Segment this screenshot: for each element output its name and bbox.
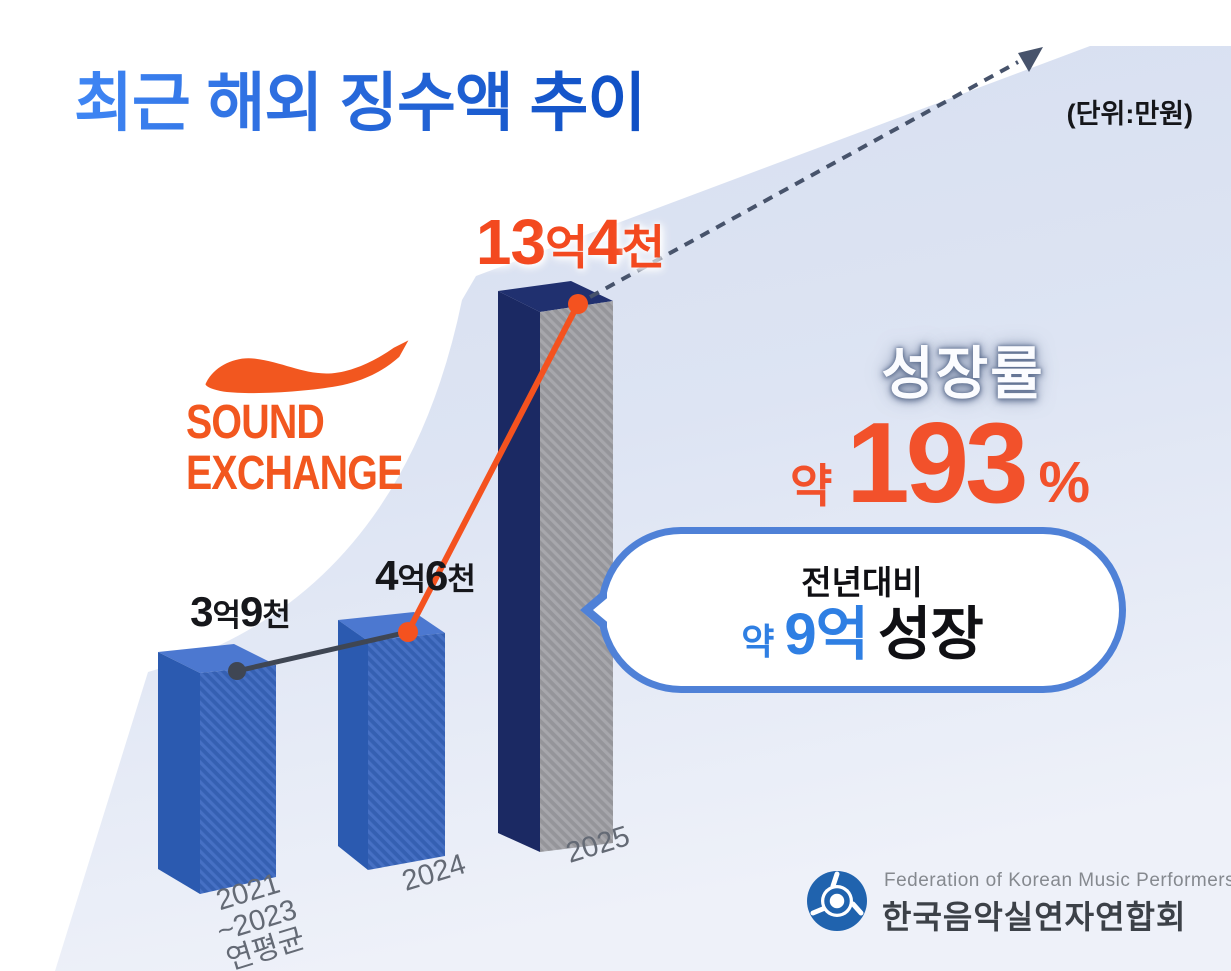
org-name-english: Federation of Korean Music Performers (884, 870, 1231, 891)
trend-arrow-dashed (589, 47, 1043, 299)
bubble-line1: 전년대비 (801, 564, 923, 601)
value-label-2024: 4억6천 (375, 552, 476, 599)
growth-rate-value: 약 193% (789, 400, 1091, 527)
federation-emblem-icon (807, 871, 867, 931)
growth-rate-heading: 성장률 (881, 342, 1045, 406)
trend-connector-gray (228, 629, 409, 680)
value-label-2021-2023: 3억9천 (190, 588, 291, 635)
soundexchange-word-2: EXCHANGE (186, 446, 403, 500)
bubble-growth-word: 성장 (878, 602, 984, 667)
callout-bubble: 전년대비 약 9억 성장 (580, 527, 1126, 693)
soundexchange-logo: SOUND EXCHANGE (186, 334, 426, 500)
bubble-approx: 약 (741, 621, 775, 662)
soundexchange-word-1: SOUND (186, 396, 325, 449)
unit-note: (단위:만원) (1066, 99, 1193, 129)
bar-2024 (338, 612, 445, 870)
trend-connector-orange (398, 294, 588, 642)
bubble-amount: 9억 (784, 602, 869, 667)
page-title: 최근 해외 징수액 추이 (74, 52, 646, 144)
bubble-line2: 약 9억 성장 (741, 602, 984, 667)
soundexchange-swoosh-icon (205, 340, 409, 394)
value-label-2025: 13억4천 (475, 206, 665, 278)
bar-2021-2023 (158, 644, 276, 894)
org-name-korean: 한국음악실연자연합회 (882, 899, 1187, 935)
